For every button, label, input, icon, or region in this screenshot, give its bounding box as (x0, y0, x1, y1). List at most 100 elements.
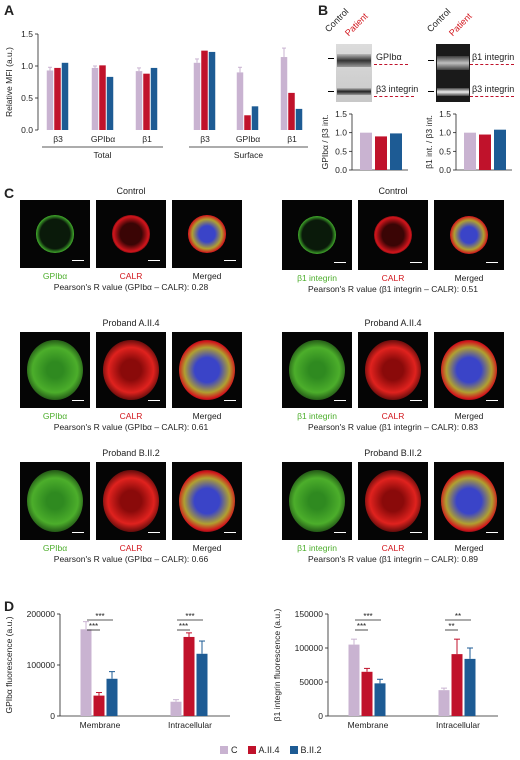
y-tick-label: 200000 (27, 609, 56, 619)
calr-label: CALR (381, 273, 405, 283)
legend-item-a-ii-4: A.II.4 (247, 745, 280, 755)
y-axis-label: GPIbα fluorescence (a.u.) (4, 616, 14, 713)
category-label: β1 (287, 134, 297, 144)
bar (348, 644, 360, 716)
y-tick-label: 1.5 (439, 109, 451, 119)
scale-bar (224, 400, 236, 401)
scale-bar (486, 262, 498, 263)
panel-letter-b: B (318, 2, 329, 18)
sig-label: *** (185, 612, 194, 621)
chart-b-gplba-ratio: 0.0 0.5 1.0 1.5 GPIbα / β3 int. (320, 109, 408, 175)
channel-1-label: GPIbα (42, 411, 68, 421)
pearson-value: Pearson's R value (β1 integrin – CALR): … (308, 284, 478, 294)
merged-image (172, 200, 242, 268)
category-label: GPIbα (236, 134, 260, 144)
y-tick-label: 0.0 (335, 165, 347, 175)
band-label-b3: β3 integrin (376, 84, 419, 94)
bar (93, 695, 105, 716)
calr-label: CALR (119, 271, 143, 281)
chart-d-b1-fluorescence: 0 50000 100000 150000 β1 integrin fluorescen… (272, 609, 498, 730)
y-tick-label: 1.0 (21, 61, 33, 71)
band-b3 (437, 88, 469, 96)
calr-label: CALR (381, 543, 405, 553)
y-tick-label: 0.0 (439, 165, 451, 175)
bar (280, 57, 288, 130)
bar (196, 653, 208, 716)
bar (143, 73, 150, 130)
bar (251, 106, 259, 130)
merged-image (434, 332, 504, 408)
channel-1-image (20, 332, 90, 408)
bar (201, 50, 208, 130)
channel-1-label: β1 integrin (297, 411, 337, 421)
channel-1-image (282, 200, 352, 270)
merged-label: Merged (454, 411, 484, 421)
category-label: β3 (200, 134, 210, 144)
bar (244, 115, 251, 130)
scale-bar (148, 400, 160, 401)
bar (135, 71, 143, 130)
y-axis-label: GPIbα / β3 int. (320, 115, 330, 170)
pearson-value: Pearson's R value (GPIbα – CALR): 0.61 (53, 422, 209, 432)
blot-b-left: Control Patient GPIbα β3 integrin (323, 6, 420, 105)
bar (208, 51, 216, 130)
blot-col-patient: Patient (446, 11, 474, 38)
category-label: β3 (53, 134, 63, 144)
channel-1-image (282, 462, 352, 540)
scale-bar (410, 400, 422, 401)
scale-bar (410, 262, 422, 263)
sig-label: *** (179, 622, 188, 631)
y-tick-label: 100000 (27, 660, 56, 670)
y-tick-label: 1.5 (21, 29, 33, 39)
y-tick-label: 0.5 (439, 146, 451, 156)
category-label: Intracellular (168, 720, 212, 730)
chart-a-relative-mfi: 0.0 0.5 1.0 1.5 Relative MFI (a.u.) β3 GPIbα β1… (4, 29, 308, 160)
chart-d-gplba-fluorescence: 0 100000 200000 GPIbα fluorescence (a.u.) Me… (4, 609, 230, 730)
bar (46, 70, 54, 130)
legend-d: C A.II.4 B.II.2 (220, 745, 322, 755)
y-tick-label: 1.5 (335, 109, 347, 119)
calr-image (96, 200, 166, 268)
category-label: GPIbα (91, 134, 115, 144)
bar (170, 701, 182, 716)
bar (390, 133, 402, 170)
merged-label: Merged (192, 543, 222, 553)
group-label: Surface (234, 150, 264, 160)
channel-1-image (20, 200, 90, 268)
blot-b-right: Control Patient β1 integrin β3 integrin (425, 6, 520, 105)
bar (479, 134, 491, 170)
bar (288, 92, 295, 130)
channel-1-label: GPIbα (42, 271, 68, 281)
panel-letter-d: D (4, 598, 15, 614)
bar (295, 108, 303, 130)
panel-letter-c: C (4, 185, 15, 201)
sig-label: *** (363, 612, 372, 621)
band-label-b1: β1 integrin (472, 52, 515, 62)
bar (99, 65, 106, 130)
micrograph-row-title: Proband B.II.2 (102, 448, 160, 458)
y-tick-label: 1.0 (335, 128, 347, 138)
bar (106, 678, 118, 716)
micrograph-row-title: Control (116, 186, 146, 196)
channel-1-label: GPIbα (42, 543, 68, 553)
bar (360, 132, 372, 170)
scale-bar (148, 260, 160, 261)
merged-image (172, 462, 242, 540)
bar (361, 671, 373, 716)
category-label: Membrane (80, 720, 121, 730)
blot-membrane (336, 44, 372, 102)
calr-label: CALR (119, 411, 143, 421)
channel-1-label: β1 integrin (297, 273, 337, 283)
sig-label: *** (95, 612, 104, 621)
y-tick-label: 0.0 (21, 125, 33, 135)
y-tick-label: 100000 (295, 643, 324, 653)
scale-bar (334, 262, 346, 263)
y-tick-label: 0 (50, 711, 55, 721)
bar (61, 62, 69, 130)
y-axis-label: Relative MFI (a.u.) (4, 47, 14, 117)
y-axis-label: β1 integrin fluorescence (a.u.) (272, 609, 282, 722)
blot-membrane (436, 44, 470, 102)
scale-bar (410, 532, 422, 533)
calr-image (96, 332, 166, 408)
channel-1-image (282, 332, 352, 408)
